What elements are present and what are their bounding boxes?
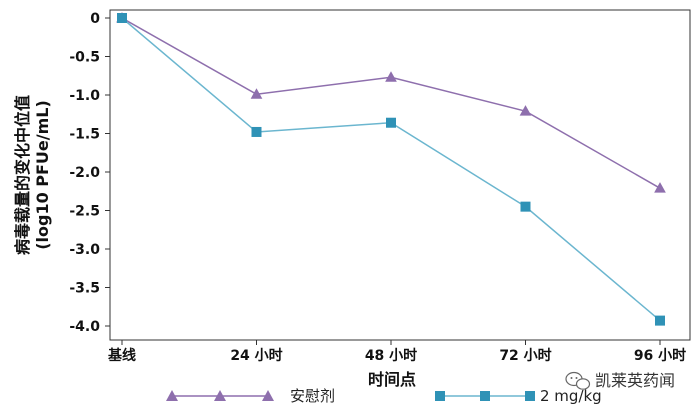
legend-marker-square	[525, 391, 535, 401]
data-point-triangle	[519, 105, 532, 116]
legend-item-2mgkg: 2 mg/kg	[435, 387, 602, 405]
data-point-triangle	[385, 71, 397, 82]
y-tick-label: -1.0	[69, 88, 100, 104]
legend-marker-triangle	[166, 390, 178, 401]
x-tick-label: 24 小时	[230, 347, 282, 364]
data-point-square	[117, 13, 127, 23]
legend: 安慰剂 2 mg/kg	[166, 387, 602, 405]
watermark: 凯莱英药闻	[565, 371, 675, 390]
data-point-triangle	[250, 88, 263, 99]
series-layer	[116, 11, 666, 326]
series-line	[121, 17, 661, 189]
data-point-square	[655, 315, 665, 326]
watermark-text: 凯莱英药闻	[595, 371, 675, 390]
y-tick-label: -3.0	[69, 242, 100, 258]
x-axis-title: 时间点	[368, 370, 416, 389]
legend-marker-square	[435, 391, 445, 401]
data-point-square	[251, 126, 262, 137]
legend-label-placebo: 安慰剂	[290, 387, 335, 405]
y-axis-title-line2: (log10 PFUe/mL)	[33, 100, 52, 250]
x-tick-label: 72 小时	[499, 347, 551, 364]
legend-marker-square	[480, 391, 490, 401]
y-tick-label: -1.5	[69, 127, 100, 143]
x-tick-label: 96 小时	[634, 347, 686, 364]
y-tick-label: -3.5	[69, 281, 100, 297]
plot-frame	[109, 9, 691, 341]
legend-label-2mgkg: 2 mg/kg	[540, 387, 602, 405]
y-tick-label: -2.0	[69, 165, 100, 181]
legend-marker-triangle	[262, 390, 274, 401]
y-tick-label: -4.0	[69, 319, 100, 335]
y-axis-title: 病毒载量的变化中位值 (log10 PFUe/mL)	[13, 95, 52, 255]
series-placebo	[116, 11, 666, 193]
wechat-icon	[565, 371, 591, 390]
x-tick-label: 48 小时	[365, 347, 417, 364]
data-point-triangle	[654, 182, 666, 193]
y-tick-label: -2.5	[69, 204, 100, 220]
y-axis-title-line1: 病毒载量的变化中位值	[13, 95, 32, 255]
axis-ticks: 0 -0.5 -1.0 -1.5 -2.0 -2.5 -3.0 -3.5 -4.0 基线 24 小时…	[69, 11, 686, 364]
x-tick-label: 基线	[108, 347, 136, 364]
y-tick-label: 0	[90, 11, 100, 27]
legend-marker-triangle	[214, 390, 226, 401]
legend-item-placebo: 安慰剂	[166, 387, 335, 405]
y-tick-label: -0.5	[69, 50, 100, 66]
data-point-square	[386, 117, 396, 128]
data-point-square	[520, 201, 531, 212]
series-2mgkg	[117, 13, 665, 326]
